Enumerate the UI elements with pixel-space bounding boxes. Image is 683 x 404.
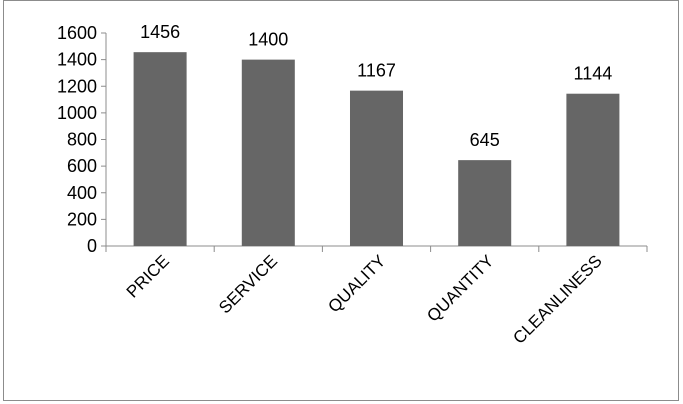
y-tick-label: 1600 bbox=[57, 23, 97, 43]
category-label: SERVICE bbox=[215, 251, 281, 317]
data-label: 645 bbox=[470, 130, 500, 150]
data-labels: 1456 1400 1167 645 1144 bbox=[140, 22, 612, 150]
y-tick-label: 1400 bbox=[57, 50, 97, 70]
y-axis: 0 200 400 600 800 1000 1200 1400 1600 bbox=[57, 23, 107, 256]
category-label: QUANTITY bbox=[423, 251, 497, 325]
bar-cleanliness bbox=[566, 93, 620, 246]
bar-quantity bbox=[458, 160, 512, 246]
y-tick-label: 800 bbox=[67, 130, 97, 150]
data-label: 1167 bbox=[357, 61, 396, 81]
bars bbox=[133, 52, 620, 246]
y-tick-label: 1200 bbox=[57, 76, 97, 96]
category-label: CLEANLINESS bbox=[509, 251, 605, 347]
bar-quality bbox=[349, 90, 404, 246]
data-label: 1400 bbox=[248, 30, 288, 50]
chart-frame bbox=[3, 0, 679, 401]
category-label: QUALITY bbox=[324, 251, 389, 316]
bar-price bbox=[133, 52, 187, 246]
x-axis bbox=[105, 245, 648, 252]
y-tick-label: 1000 bbox=[57, 103, 97, 123]
y-tick-label: 600 bbox=[67, 156, 97, 176]
category-label: PRICE bbox=[123, 251, 173, 301]
data-label: 1456 bbox=[140, 22, 180, 42]
y-tick-label: 400 bbox=[67, 183, 97, 203]
y-tick-label: 0 bbox=[87, 236, 97, 256]
category-labels: PRICE SERVICE QUALITY QUANTITY CLEANLINESS bbox=[123, 251, 606, 347]
data-label: 1144 bbox=[574, 64, 613, 84]
bar-service bbox=[241, 59, 295, 246]
y-tick-label: 200 bbox=[67, 209, 97, 229]
